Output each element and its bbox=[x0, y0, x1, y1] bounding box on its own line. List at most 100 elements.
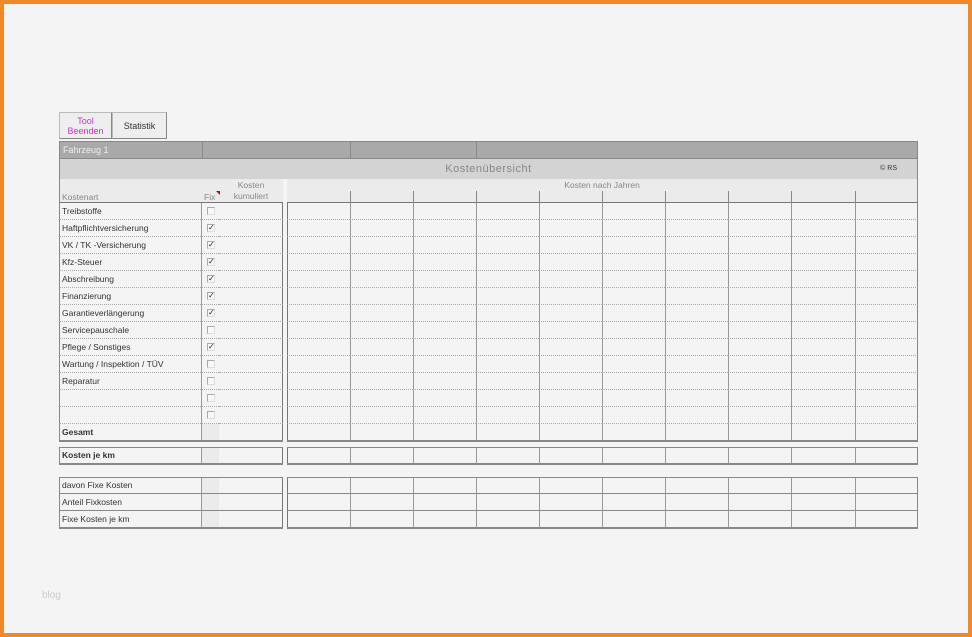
year-cell[interactable] bbox=[665, 407, 728, 424]
year-cell[interactable] bbox=[350, 288, 413, 305]
year-cell[interactable] bbox=[350, 237, 413, 254]
year-cell[interactable] bbox=[476, 390, 539, 407]
year-cell[interactable] bbox=[350, 447, 413, 464]
year-cell[interactable] bbox=[665, 424, 728, 441]
year-cell[interactable] bbox=[476, 477, 539, 494]
year-cell[interactable] bbox=[413, 203, 476, 220]
year-cell[interactable] bbox=[476, 220, 539, 237]
fix-checkbox[interactable] bbox=[207, 411, 215, 419]
year-cell[interactable] bbox=[665, 356, 728, 373]
year-cell[interactable] bbox=[665, 237, 728, 254]
year-cell[interactable] bbox=[855, 373, 918, 390]
fix-checkbox[interactable] bbox=[207, 326, 215, 334]
year-cell[interactable] bbox=[350, 477, 413, 494]
year-cell[interactable] bbox=[665, 390, 728, 407]
year-cell[interactable] bbox=[539, 305, 602, 322]
year-cell[interactable] bbox=[350, 494, 413, 511]
year-cell[interactable] bbox=[665, 447, 728, 464]
year-cell[interactable] bbox=[602, 271, 665, 288]
statistik-button[interactable]: Statistik bbox=[112, 112, 167, 139]
year-cell[interactable] bbox=[791, 271, 855, 288]
year-cell[interactable] bbox=[665, 271, 728, 288]
kosten-kumuliert-cell[interactable] bbox=[219, 407, 283, 424]
year-cell[interactable] bbox=[791, 447, 855, 464]
fix-checkbox[interactable] bbox=[207, 377, 215, 385]
year-cell[interactable] bbox=[287, 254, 350, 271]
year-cell[interactable] bbox=[665, 511, 728, 528]
year-cell[interactable] bbox=[476, 373, 539, 390]
kosten-kumuliert-cell[interactable] bbox=[219, 494, 283, 511]
year-cell[interactable] bbox=[602, 477, 665, 494]
year-cell[interactable] bbox=[665, 494, 728, 511]
year-cell[interactable] bbox=[413, 339, 476, 356]
kosten-kumuliert-cell[interactable] bbox=[219, 322, 283, 339]
year-cell[interactable] bbox=[539, 390, 602, 407]
year-cell[interactable] bbox=[791, 511, 855, 528]
year-cell[interactable] bbox=[539, 356, 602, 373]
year-cell[interactable] bbox=[728, 424, 791, 441]
kosten-kumuliert-cell[interactable] bbox=[219, 237, 283, 254]
kosten-kumuliert-cell[interactable] bbox=[219, 288, 283, 305]
year-cell[interactable] bbox=[539, 494, 602, 511]
year-cell[interactable] bbox=[791, 254, 855, 271]
year-cell[interactable] bbox=[855, 254, 918, 271]
year-cell[interactable] bbox=[539, 237, 602, 254]
year-cell[interactable] bbox=[413, 424, 476, 441]
year-cell[interactable] bbox=[855, 305, 918, 322]
year-cell[interactable] bbox=[413, 322, 476, 339]
year-cell[interactable] bbox=[539, 339, 602, 356]
year-cell[interactable] bbox=[728, 220, 791, 237]
year-cell[interactable] bbox=[602, 447, 665, 464]
year-cell[interactable] bbox=[539, 288, 602, 305]
year-cell[interactable] bbox=[791, 339, 855, 356]
year-cell[interactable] bbox=[539, 511, 602, 528]
year-cell[interactable] bbox=[855, 424, 918, 441]
kosten-kumuliert-cell[interactable] bbox=[219, 356, 283, 373]
year-cell[interactable] bbox=[791, 373, 855, 390]
fix-checkbox[interactable] bbox=[207, 207, 215, 215]
year-cell[interactable] bbox=[602, 494, 665, 511]
year-cell[interactable] bbox=[287, 305, 350, 322]
year-cell[interactable] bbox=[287, 511, 350, 528]
year-cell[interactable] bbox=[539, 424, 602, 441]
year-cell[interactable] bbox=[728, 511, 791, 528]
year-cell[interactable] bbox=[855, 288, 918, 305]
year-cell[interactable] bbox=[476, 407, 539, 424]
year-cell[interactable] bbox=[855, 271, 918, 288]
year-cell[interactable] bbox=[665, 322, 728, 339]
year-cell[interactable] bbox=[665, 288, 728, 305]
year-cell[interactable] bbox=[665, 305, 728, 322]
year-cell[interactable] bbox=[602, 322, 665, 339]
year-cell[interactable] bbox=[539, 447, 602, 464]
year-cell[interactable] bbox=[728, 373, 791, 390]
year-cell[interactable] bbox=[287, 407, 350, 424]
year-cell[interactable] bbox=[476, 424, 539, 441]
year-cell[interactable] bbox=[728, 237, 791, 254]
fix-checkbox[interactable]: ✓ bbox=[207, 257, 215, 266]
year-cell[interactable] bbox=[728, 407, 791, 424]
year-cell[interactable] bbox=[791, 477, 855, 494]
year-cell[interactable] bbox=[791, 424, 855, 441]
year-cell[interactable] bbox=[539, 254, 602, 271]
year-cell[interactable] bbox=[855, 322, 918, 339]
kosten-kumuliert-cell[interactable] bbox=[219, 511, 283, 528]
year-cell[interactable] bbox=[476, 271, 539, 288]
year-cell[interactable] bbox=[413, 305, 476, 322]
year-cell[interactable] bbox=[350, 203, 413, 220]
year-cell[interactable] bbox=[350, 407, 413, 424]
year-cell[interactable] bbox=[791, 494, 855, 511]
year-cell[interactable] bbox=[539, 477, 602, 494]
year-cell[interactable] bbox=[728, 447, 791, 464]
fix-checkbox[interactable]: ✓ bbox=[207, 240, 215, 249]
kosten-kumuliert-cell[interactable] bbox=[219, 424, 283, 441]
year-cell[interactable] bbox=[665, 203, 728, 220]
year-cell[interactable] bbox=[602, 356, 665, 373]
year-cell[interactable] bbox=[287, 220, 350, 237]
year-cell[interactable] bbox=[350, 254, 413, 271]
year-cell[interactable] bbox=[287, 271, 350, 288]
year-cell[interactable] bbox=[413, 511, 476, 528]
year-cell[interactable] bbox=[287, 288, 350, 305]
year-cell[interactable] bbox=[476, 339, 539, 356]
year-cell[interactable] bbox=[602, 373, 665, 390]
fix-checkbox[interactable]: ✓ bbox=[207, 342, 215, 351]
